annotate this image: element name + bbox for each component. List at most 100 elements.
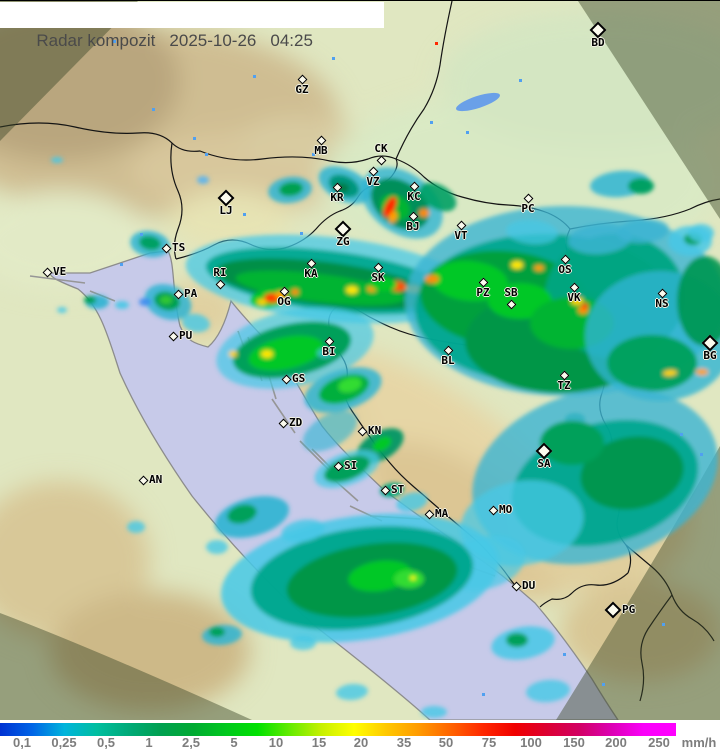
station-label: MB xyxy=(314,144,328,157)
station-label: BG xyxy=(703,349,717,362)
station-label: TZ xyxy=(557,379,571,392)
station-label: RI xyxy=(213,266,227,279)
rain-cell xyxy=(302,410,358,452)
rain-cell xyxy=(348,560,412,592)
rain-cell xyxy=(580,436,684,510)
station-label: GS xyxy=(292,372,306,385)
rain-cell xyxy=(696,369,708,375)
rain-cell xyxy=(291,289,299,295)
legend-value: 75 xyxy=(481,735,497,750)
station-label: KR xyxy=(330,191,344,204)
rain-cell xyxy=(160,296,172,304)
station-label: MO xyxy=(499,503,513,516)
legend-value: 20 xyxy=(353,735,369,750)
station-label: PG xyxy=(622,603,636,616)
rain-cell xyxy=(84,296,96,304)
station-label: LJ xyxy=(219,204,233,217)
rain-cell xyxy=(281,519,325,543)
legend-value: 250 xyxy=(648,735,670,750)
rain-cell xyxy=(540,421,604,465)
title-bar: Radar kompozit 2025-10-26 04:25 xyxy=(0,2,384,50)
rain-cell xyxy=(209,627,225,637)
lake-balaton xyxy=(456,92,500,112)
rain-speck xyxy=(700,453,703,456)
legend-value: 10 xyxy=(268,735,284,750)
rain-cell xyxy=(628,178,654,194)
station-label: TS xyxy=(172,241,186,254)
rain-cell xyxy=(506,219,558,245)
legend: 0,1 0,25 0,5 1 2,5 5 10 15 20 35 50 75 100 150 200 250 m… xyxy=(0,720,720,751)
rain-speck xyxy=(113,40,116,43)
rain-cell xyxy=(617,218,669,244)
station-label: VT xyxy=(454,229,468,242)
rain-cell xyxy=(248,335,324,371)
rain-cell xyxy=(394,570,424,588)
legend-value: 0,5 xyxy=(96,735,116,750)
legend-value: 200 xyxy=(605,735,627,750)
station-label: SB xyxy=(504,286,518,299)
station-label: OS xyxy=(558,263,572,276)
station-label: KA xyxy=(304,267,318,280)
rain-speck xyxy=(300,232,303,235)
station-label: MA xyxy=(435,507,449,520)
rain-cell xyxy=(421,706,447,718)
station-label: KC xyxy=(407,190,421,203)
rain-cell xyxy=(279,181,303,197)
station-label: CK xyxy=(374,142,388,155)
rain-speck xyxy=(253,75,256,78)
station-label: BD xyxy=(591,36,605,49)
rain-cell xyxy=(182,313,210,333)
rain-cell xyxy=(127,521,145,533)
rain-cell xyxy=(410,576,416,580)
station-label: BJ xyxy=(406,220,420,233)
rain-speck xyxy=(466,131,469,134)
station-label: BL xyxy=(441,354,455,367)
rain-cell xyxy=(290,636,316,650)
rain-speck xyxy=(482,693,485,696)
rain-speck xyxy=(312,153,315,156)
legend-value: 1 xyxy=(145,735,153,750)
station-label: KN xyxy=(368,424,382,437)
rain-cell xyxy=(688,224,714,242)
page-title: Radar kompozit xyxy=(36,31,156,50)
station-label: VZ xyxy=(366,175,380,188)
rain-speck xyxy=(205,153,208,156)
station-label: SA xyxy=(537,457,551,470)
rain-cell xyxy=(511,261,523,269)
station-label: DU xyxy=(522,579,536,592)
station-label: SI xyxy=(344,459,358,472)
rain-speck xyxy=(680,433,683,436)
rain-cell xyxy=(383,196,397,218)
rain-cell xyxy=(139,298,151,306)
rain-cell xyxy=(206,540,228,554)
rain-cell xyxy=(419,209,429,217)
station-label: AN xyxy=(149,473,163,486)
rain-cell xyxy=(338,377,362,393)
station-label: ST xyxy=(391,483,405,496)
station-label: NS xyxy=(655,297,669,310)
rain-cell xyxy=(396,492,428,512)
rain-cell xyxy=(227,504,257,524)
precipitation-specks xyxy=(113,13,703,696)
rain-cell xyxy=(534,265,544,271)
rain-cell xyxy=(677,256,720,346)
legend-value: 15 xyxy=(311,735,327,750)
rain-cell xyxy=(425,275,439,283)
time-label: 04:25 xyxy=(270,31,313,50)
precipitation-layer xyxy=(51,157,720,718)
rain-cell xyxy=(57,307,67,313)
rain-cell xyxy=(346,286,358,294)
rain-cell xyxy=(369,276,397,292)
intensity-colorbar xyxy=(0,723,676,736)
rain-speck xyxy=(519,79,522,82)
rain-cell xyxy=(419,182,457,212)
rain-cell xyxy=(607,335,697,391)
rain-cell xyxy=(506,633,528,647)
station-label: PA xyxy=(184,287,198,300)
station-label: VE xyxy=(53,265,67,278)
legend-value: 2,5 xyxy=(181,735,201,750)
legend-value: 35 xyxy=(396,735,412,750)
station-label: VK xyxy=(567,291,581,304)
rain-cell xyxy=(663,369,677,377)
